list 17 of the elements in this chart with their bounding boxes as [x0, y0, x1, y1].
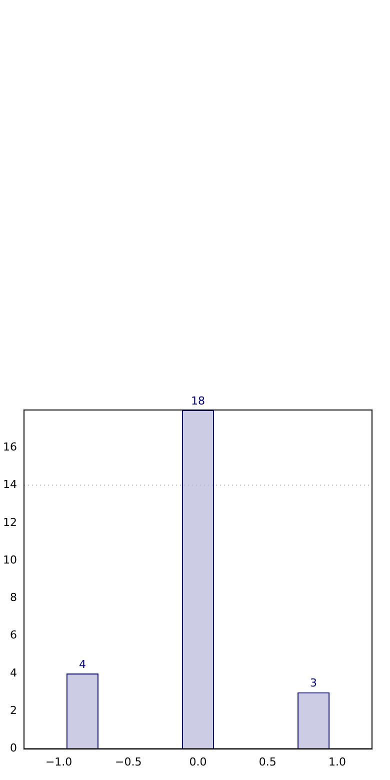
data-label: 4	[78, 658, 86, 671]
x-tick-label: −1.0	[45, 755, 72, 768]
x-tick-label: −0.5	[115, 755, 142, 768]
data-label: 18	[191, 394, 205, 408]
y-tick-label: 14	[2, 478, 17, 492]
x-tick-label: 0.0	[189, 755, 207, 768]
x-tick-label: 1.0	[328, 755, 346, 768]
y-tick-label: 12	[2, 516, 17, 529]
x-tick-label: 0.5	[258, 755, 276, 768]
y-tick-label: 4	[10, 666, 17, 680]
y-tick-label: 0	[10, 742, 17, 755]
y-tick-label: 8	[10, 591, 17, 604]
y-tick-label: 16	[2, 440, 17, 454]
y-tick-label: 10	[2, 553, 17, 566]
data-label: 3	[310, 676, 318, 690]
y-tick-label: 2	[10, 704, 17, 718]
y-tick-label: 6	[10, 628, 17, 642]
